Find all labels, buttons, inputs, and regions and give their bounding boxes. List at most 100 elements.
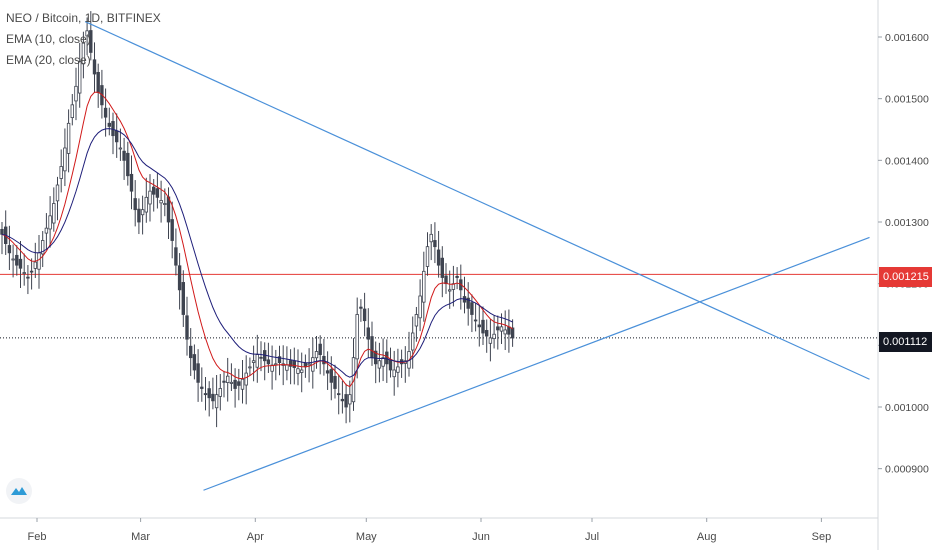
candle-body — [503, 329, 507, 335]
candle-body — [122, 150, 126, 161]
candle-body — [255, 354, 259, 368]
tradingview-logo-icon[interactable] — [6, 478, 32, 504]
candle-body — [285, 364, 289, 371]
candle-body — [170, 219, 174, 241]
candle-body — [159, 200, 163, 204]
candle-body — [440, 257, 444, 278]
candle-body — [33, 261, 37, 269]
candle-body — [447, 289, 452, 292]
candle-body — [507, 326, 511, 335]
descending-trendline[interactable] — [84, 21, 870, 380]
candle-body — [137, 208, 141, 223]
candle-body — [74, 85, 78, 102]
candle-body — [329, 369, 333, 383]
candle-body — [107, 122, 111, 127]
candle-body — [111, 121, 115, 137]
candle-body — [200, 386, 204, 389]
candle-body — [333, 375, 337, 389]
candle-body — [296, 368, 300, 374]
candle-body — [78, 61, 82, 94]
y-tick-label: 0.001600 — [885, 32, 929, 44]
y-tick-label: 0.001000 — [885, 402, 929, 414]
candle-body — [211, 393, 215, 402]
symbol-title[interactable]: NEO / Bitcoin, 1D, BITFINEX — [6, 11, 161, 25]
candle-body — [277, 356, 282, 364]
candle-body — [222, 380, 226, 383]
ascending-trendline[interactable] — [203, 236, 870, 491]
candle-body — [381, 357, 385, 367]
candle-body — [307, 363, 311, 366]
candle-body — [270, 364, 274, 372]
candle-body — [492, 333, 496, 340]
candle-body — [377, 360, 382, 369]
candle-body — [218, 388, 222, 397]
ema20-legend[interactable]: EMA (20, close) — [6, 53, 91, 67]
ema-lines — [1, 91, 513, 388]
candle-body — [466, 297, 470, 309]
candle-body — [455, 275, 459, 278]
candle-body — [0, 228, 4, 235]
candle-body — [288, 360, 293, 367]
candle-body — [151, 186, 156, 195]
trendlines[interactable] — [84, 21, 870, 491]
ema20-line — [1, 128, 513, 378]
candle-body — [233, 379, 237, 389]
candle-body — [410, 332, 415, 351]
candle-body — [185, 315, 189, 340]
candle-body — [355, 314, 359, 360]
candle-body — [59, 166, 63, 179]
candle-body — [22, 272, 26, 274]
candle-body — [510, 327, 515, 339]
candle-body — [429, 233, 433, 243]
candle-body — [11, 258, 15, 261]
level-price-tag: 0.001215 — [879, 267, 932, 287]
candle-body — [70, 104, 74, 119]
candle-body — [229, 381, 234, 384]
candle-body — [192, 354, 197, 371]
candle-body — [244, 372, 248, 386]
ema10-line — [1, 91, 513, 388]
candle-body — [396, 366, 400, 373]
candle-body — [203, 393, 208, 396]
candle-body — [248, 366, 252, 369]
candle-body — [477, 324, 481, 328]
candle-body — [66, 122, 71, 154]
candle-body — [373, 350, 378, 365]
candle-body — [292, 360, 296, 368]
candle-body — [63, 147, 67, 172]
candle-body — [366, 327, 370, 340]
candle-body — [451, 283, 456, 290]
candle-body — [89, 30, 93, 53]
candle-body — [37, 252, 41, 270]
candle-body — [126, 152, 130, 177]
ema10-legend[interactable]: EMA (10, close) — [6, 32, 91, 46]
candle-body — [340, 398, 345, 402]
candle-body — [52, 203, 56, 224]
candle-body — [166, 196, 171, 223]
candle-body — [237, 381, 241, 386]
candle-body — [266, 359, 271, 365]
last-price-tag: 0.001112 — [879, 332, 932, 352]
x-tick-label: Feb — [28, 531, 47, 543]
candle-body — [385, 351, 389, 365]
candle-body — [92, 59, 97, 75]
chart-legend: NEO / Bitcoin, 1D, BITFINEX EMA (10, clo… — [6, 8, 161, 71]
candle-body — [418, 295, 422, 319]
candle-body — [118, 147, 123, 150]
candle-body — [422, 270, 426, 303]
candle-body — [470, 302, 474, 315]
candle-body — [207, 388, 211, 399]
candle-body — [18, 258, 23, 269]
candle-body — [115, 130, 119, 143]
candle-body — [44, 227, 49, 234]
candle-body — [388, 359, 393, 371]
candle-body — [318, 343, 322, 355]
candle-body — [499, 326, 504, 332]
candle-body — [81, 42, 86, 65]
candle-body — [496, 326, 500, 331]
candle-body — [344, 394, 348, 408]
candle-body — [148, 190, 152, 205]
candle-body — [444, 275, 448, 285]
x-tick-label: Jul — [585, 531, 599, 543]
